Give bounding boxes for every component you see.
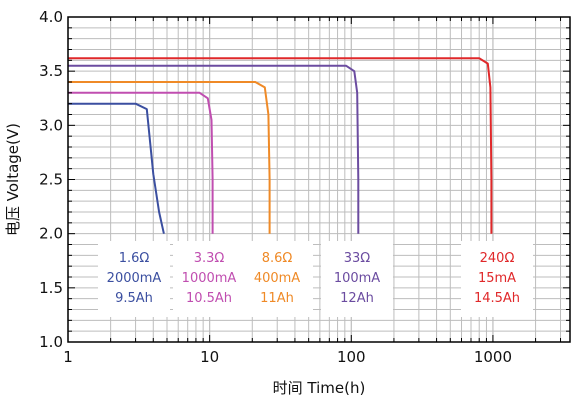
annotation-box: [173, 241, 245, 317]
y-axis-label: 电压 Voltage(V): [4, 123, 22, 236]
annotation-label: 400mA: [254, 271, 300, 286]
annotation-label: 9.5Ah: [115, 291, 153, 306]
x-tick-label: 10: [200, 348, 219, 366]
y-tick-label: 4.0: [39, 8, 63, 26]
series-lines: [68, 57, 493, 234]
annotation-box: [321, 241, 393, 317]
series-line-5: [68, 57, 493, 234]
annotations: 1.6Ω 2000mA 9.5Ah 3.3Ω 1000mA 10.5Ah 8.6Ω 400mA…: [107, 251, 520, 306]
annotation-box: [241, 241, 313, 317]
annotation-label: 10.5Ah: [186, 291, 232, 306]
annotation-label: 11Ah: [260, 291, 294, 306]
x-tick-label: 1: [63, 348, 73, 366]
y-tick-label: 1.5: [39, 279, 63, 297]
series-line-3: [68, 81, 271, 234]
y-tick-label: 1.0: [39, 333, 63, 351]
annotation-label: 8.6Ω: [262, 251, 293, 266]
annotation-label: 12Ah: [340, 291, 374, 306]
axis-ticks: 1 10 100 1000 1.0 1.5 2.0 2.5 3.0 3.5 4.0: [39, 8, 570, 366]
x-tick-label: 100: [337, 348, 366, 366]
y-tick-label: 2.0: [39, 225, 63, 243]
series-line-1: [68, 102, 165, 234]
annotation-label: 15mA: [478, 271, 516, 286]
y-tick-label: 2.5: [39, 171, 63, 189]
annotation-label: 33Ω: [344, 251, 371, 266]
annotation-box: [461, 241, 533, 317]
annotation-label: 240Ω: [480, 251, 515, 266]
x-axis-label: 时间 Time(h): [273, 379, 366, 397]
x-tick-label: 1000: [474, 348, 512, 366]
annotation-label: 1.6Ω: [119, 251, 150, 266]
annotation-backgrounds: [98, 241, 533, 317]
annotation-label: 2000mA: [107, 271, 162, 286]
annotation-label: 3.3Ω: [194, 251, 225, 266]
annotation-label: 100mA: [334, 271, 380, 286]
y-tick-label: 3.5: [39, 62, 63, 80]
series-line-2: [68, 91, 214, 234]
annotation-box: [98, 241, 170, 317]
series-line-4: [68, 64, 360, 234]
y-tick-label: 3.0: [39, 116, 63, 134]
annotation-label: 14.5Ah: [474, 291, 520, 306]
annotation-label: 1000mA: [182, 271, 237, 286]
